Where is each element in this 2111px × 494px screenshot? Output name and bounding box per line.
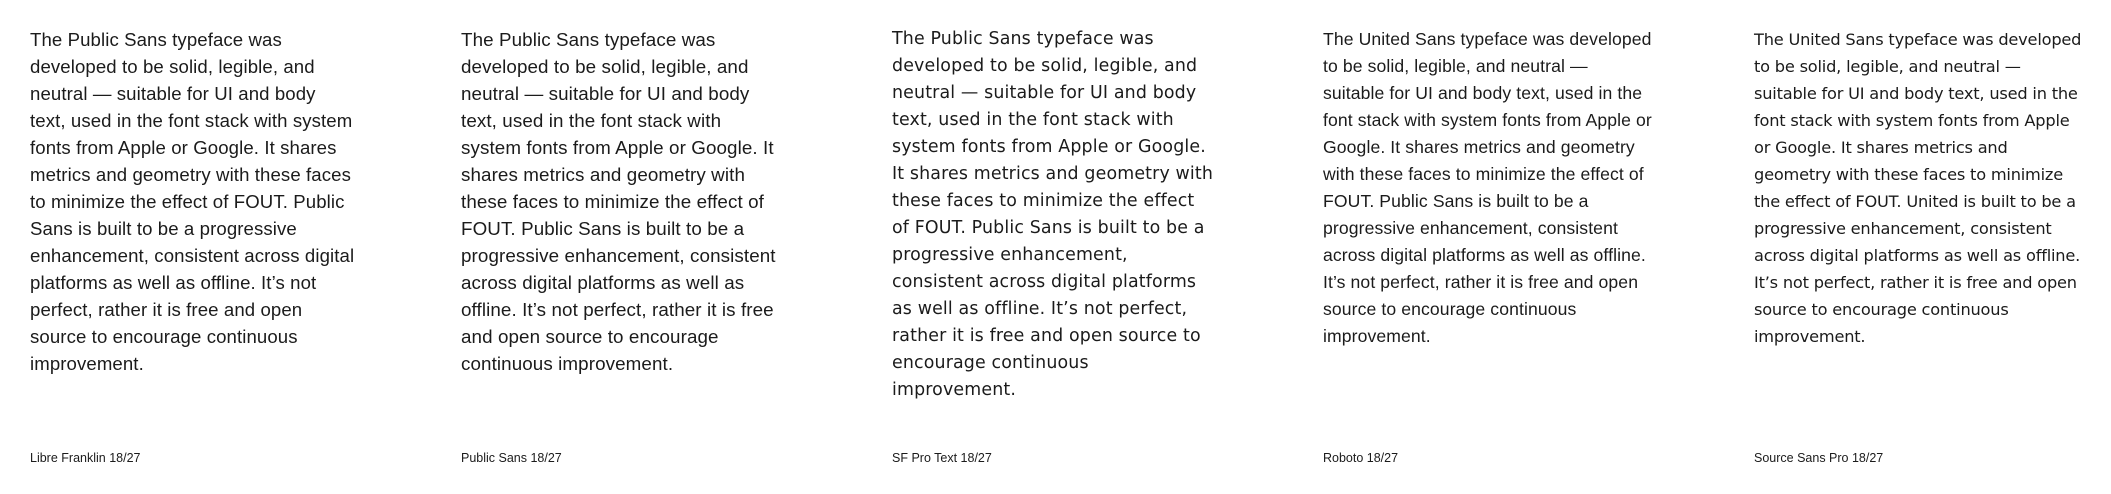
specimen-caption: Libre Franklin 18/27 [30,451,141,465]
specimen-caption: Roboto 18/27 [1323,451,1399,465]
specimen-caption: Public Sans 18/27 [461,451,562,465]
specimen-sf-pro-text: The Public Sans typeface was developed t… [892,26,1217,466]
specimen-caption: SF Pro Text 18/27 [892,451,992,465]
specimen-roboto: The United Sans typeface was developed t… [1323,26,1653,466]
specimen-caption: Source Sans Pro 18/27 [1754,451,1884,465]
specimen-sample-text: The United Sans typeface was developed t… [1323,29,1652,346]
specimen-sample-text: The Public Sans typeface was developed t… [461,29,776,374]
specimen-source-sans-pro: The United Sans typeface was developed t… [1754,26,2084,466]
specimen-sample-text: The Public Sans typeface was developed t… [30,29,355,374]
specimen-sample-text: The Public Sans typeface was developed t… [892,29,1214,400]
specimen-sample-text: The United Sans typeface was developed t… [1754,30,2082,346]
specimen-libre-franklin: The Public Sans typeface was developed t… [30,26,355,466]
specimen-public-sans: The Public Sans typeface was developed t… [461,26,786,466]
